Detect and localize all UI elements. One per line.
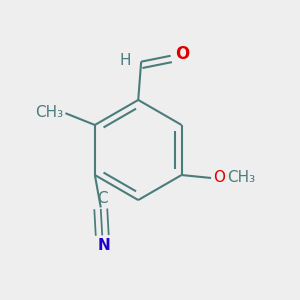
Text: O: O (213, 170, 225, 185)
Text: O: O (175, 45, 189, 63)
Text: CH₃: CH₃ (35, 105, 63, 120)
Text: H: H (119, 53, 131, 68)
Text: CH₃: CH₃ (227, 170, 255, 185)
Text: C: C (97, 191, 107, 206)
Text: N: N (97, 238, 110, 253)
